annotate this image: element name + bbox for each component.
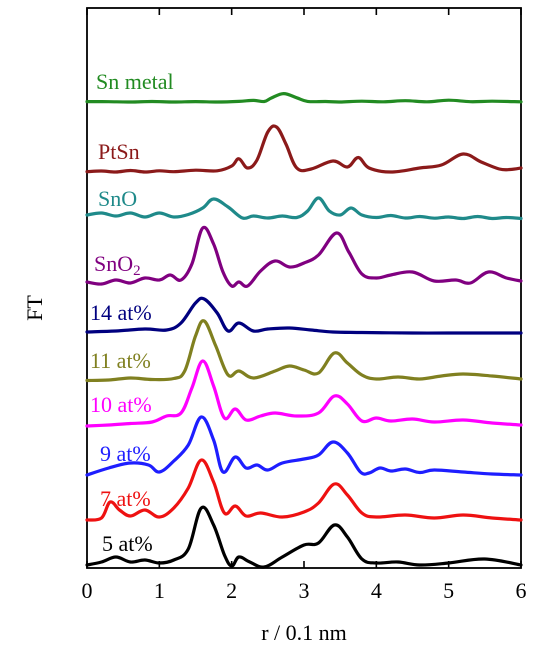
series-label-subscript: 2: [133, 263, 141, 279]
x-axis-title: r / 0.1 nm: [261, 620, 347, 645]
series-label-text: SnO: [94, 251, 133, 276]
x-tick-label: 6: [516, 578, 527, 603]
x-axis-ticks: 0 1 2 3 4 5 6: [82, 8, 527, 603]
series-line-sno2: [85, 225, 523, 288]
series-label-10-at: 10 at%: [90, 392, 152, 417]
series-label-sno: SnO: [98, 186, 137, 211]
x-tick-label: 2: [226, 578, 237, 603]
x-tick-label: 4: [371, 578, 382, 603]
series-label-sno2: SnO2: [94, 251, 141, 279]
x-tick-label: 5: [443, 578, 454, 603]
x-tick-label: 1: [154, 578, 165, 603]
series-label-14-at: 14 at%: [90, 300, 152, 325]
series-label-sn-metal: Sn metal: [96, 69, 174, 94]
series-label-11-at: 11 at%: [90, 348, 151, 373]
series-line-ptsn: [85, 124, 523, 174]
curves: [85, 92, 523, 569]
series-line-5-at: [85, 505, 523, 569]
series-label-text: SnO: [98, 186, 137, 211]
series-label-text: 14 at%: [90, 300, 152, 325]
series-line-sn-metal: [85, 92, 523, 104]
series-line-11-at: [85, 319, 523, 383]
x-tick-label: 3: [299, 578, 310, 603]
y-axis-title: FT: [22, 295, 47, 321]
series-line-7-at: [85, 458, 523, 522]
series-label-text: 11 at%: [90, 348, 151, 373]
series-line-10-at: [85, 359, 523, 428]
series-label-text: 10 at%: [90, 392, 152, 417]
series-label-text: PtSn: [98, 139, 140, 164]
x-tick-label: 0: [82, 578, 93, 603]
series-line-sno: [85, 196, 523, 221]
series-line-9-at: [85, 415, 523, 477]
series-label-text: 5 at%: [102, 531, 153, 556]
series-line-14-at: [85, 296, 523, 335]
series-label-text: 9 at%: [100, 441, 151, 466]
series-label-ptsn: PtSn: [98, 139, 140, 164]
series-label-text: Sn metal: [96, 69, 174, 94]
series-label-5-at: 5 at%: [102, 531, 153, 556]
series-label-7-at: 7 at%: [100, 486, 151, 511]
series-label-text: 7 at%: [100, 486, 151, 511]
series-label-9-at: 9 at%: [100, 441, 151, 466]
